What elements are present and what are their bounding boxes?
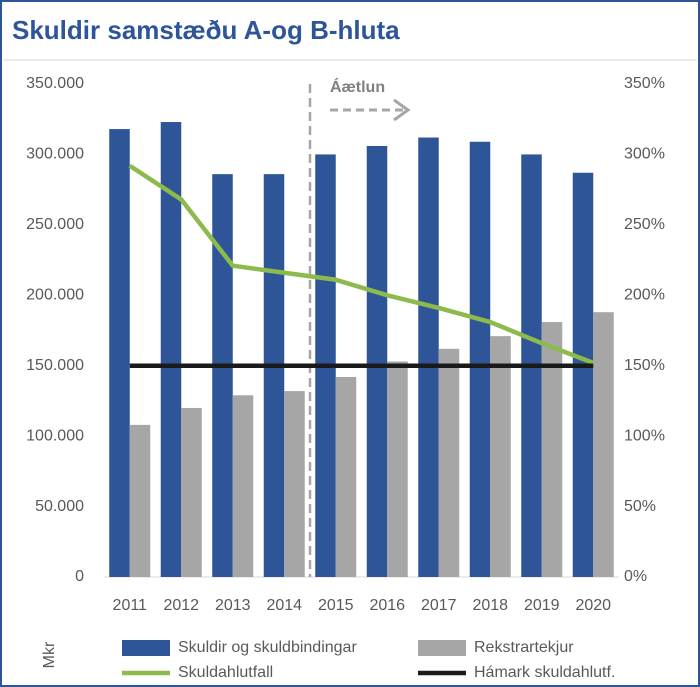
x-tick-label: 2019 [524, 597, 560, 614]
y-tick-label: 200.000 [26, 287, 84, 304]
x-tick-label: 2011 [113, 597, 148, 614]
bar [181, 407, 202, 577]
bar [593, 312, 614, 577]
legend-swatch [418, 640, 466, 656]
arrow-head [393, 98, 411, 122]
line [128, 163, 595, 365]
bar [387, 361, 408, 577]
x-tick-label: 2012 [163, 597, 199, 614]
x-tick-label: 2014 [266, 597, 302, 614]
y-tick-label: 150.000 [26, 357, 84, 374]
bar [366, 145, 388, 577]
legend-label: Skuldahlutfall [178, 664, 273, 681]
bar [469, 141, 491, 577]
bar [284, 391, 305, 577]
y-tick-label: 350.000 [26, 75, 84, 92]
bar [418, 137, 439, 578]
x-tick-label: 2017 [421, 597, 457, 614]
legend-label: Skuldir og skuldbindingar [178, 639, 357, 656]
bar [129, 424, 151, 577]
x-tick-label: 2020 [575, 597, 611, 614]
bar [438, 348, 460, 577]
y-tick-label: 300.000 [26, 146, 84, 163]
y-axis-label: Mkr [41, 641, 58, 668]
legend-label: Hámark skuldahlutf. [474, 664, 615, 681]
y2-tick-label: 300% [624, 146, 665, 163]
bar [335, 376, 357, 577]
y2-tick-label: 0% [624, 568, 647, 585]
x-tick-label: 2018 [472, 597, 508, 614]
annotation: Áætlun [330, 77, 385, 96]
y-tick-label: 50.000 [35, 498, 84, 515]
bar [541, 322, 563, 577]
bar [232, 395, 254, 577]
bar [263, 174, 285, 578]
bar [212, 174, 233, 578]
y2-tick-label: 150% [624, 357, 665, 374]
y2-tick-label: 50% [624, 498, 656, 515]
x-tick-label: 2016 [369, 597, 405, 614]
x-tick-label: 2015 [318, 597, 354, 614]
legend-swatch [122, 640, 170, 656]
y2-tick-label: 200% [624, 287, 665, 304]
bar [572, 172, 594, 578]
y2-tick-label: 250% [624, 216, 665, 233]
legend-label: Rekstrartekjur [474, 639, 574, 656]
bar [490, 336, 511, 577]
y-tick-label: 250.000 [26, 216, 84, 233]
x-tick-label: 2013 [215, 597, 251, 614]
chart-title: Skuldir samstæðu A-og B-hluta [12, 15, 400, 45]
bar [109, 129, 130, 577]
y2-tick-label: 350% [624, 75, 665, 92]
y-tick-label: 100.000 [26, 427, 84, 444]
bar [160, 122, 182, 577]
y2-tick-label: 100% [624, 427, 665, 444]
y-tick-label: 0 [75, 568, 84, 585]
